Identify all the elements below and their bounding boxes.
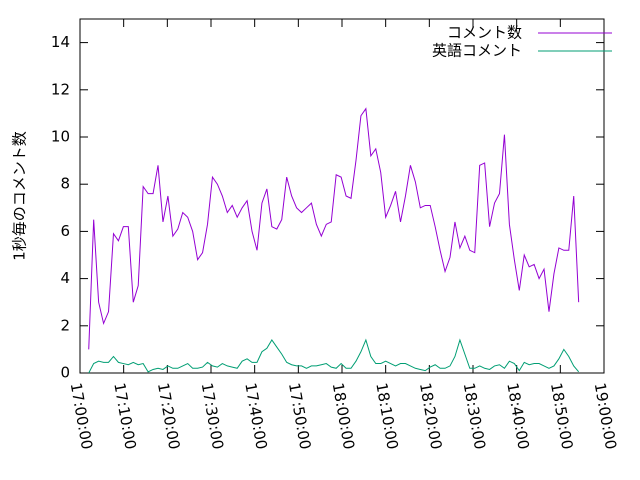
y-tick-label: 14 xyxy=(51,33,70,51)
series-line xyxy=(88,338,580,374)
plot-border xyxy=(79,18,605,374)
x-tick-label: 18:50:00 xyxy=(547,381,576,450)
x-tick-label: 18:10:00 xyxy=(372,381,401,450)
y-tick-label: 8 xyxy=(60,175,70,193)
y-axis-label: 1秒毎のコメント数 xyxy=(11,131,29,261)
x-tick-label: 19:00:00 xyxy=(591,381,620,450)
legend-label: 英語コメント xyxy=(432,42,522,60)
x-tick-label: 18:30:00 xyxy=(460,381,489,450)
x-tick-label: 18:00:00 xyxy=(329,381,358,450)
y-tick-label: 4 xyxy=(60,269,70,287)
y-tick-label: 10 xyxy=(51,128,70,146)
x-tick-label: 17:30:00 xyxy=(198,381,227,450)
x-tick-label: 17:10:00 xyxy=(110,381,139,450)
y-tick-label: 12 xyxy=(51,80,70,98)
y-tick-label: 0 xyxy=(60,364,70,382)
y-tick-label: 6 xyxy=(60,222,70,240)
x-tick-label: 17:20:00 xyxy=(154,381,183,450)
x-tick-label: 17:00:00 xyxy=(67,381,96,450)
y-tick-label: 2 xyxy=(60,316,70,334)
x-tick-label: 18:20:00 xyxy=(416,381,445,450)
legend-label: コメント数 xyxy=(447,24,522,42)
x-tick-label: 17:50:00 xyxy=(285,381,314,450)
x-tick-label: 18:40:00 xyxy=(503,381,532,450)
x-tick-label: 17:40:00 xyxy=(241,381,270,450)
series-line xyxy=(88,107,580,350)
